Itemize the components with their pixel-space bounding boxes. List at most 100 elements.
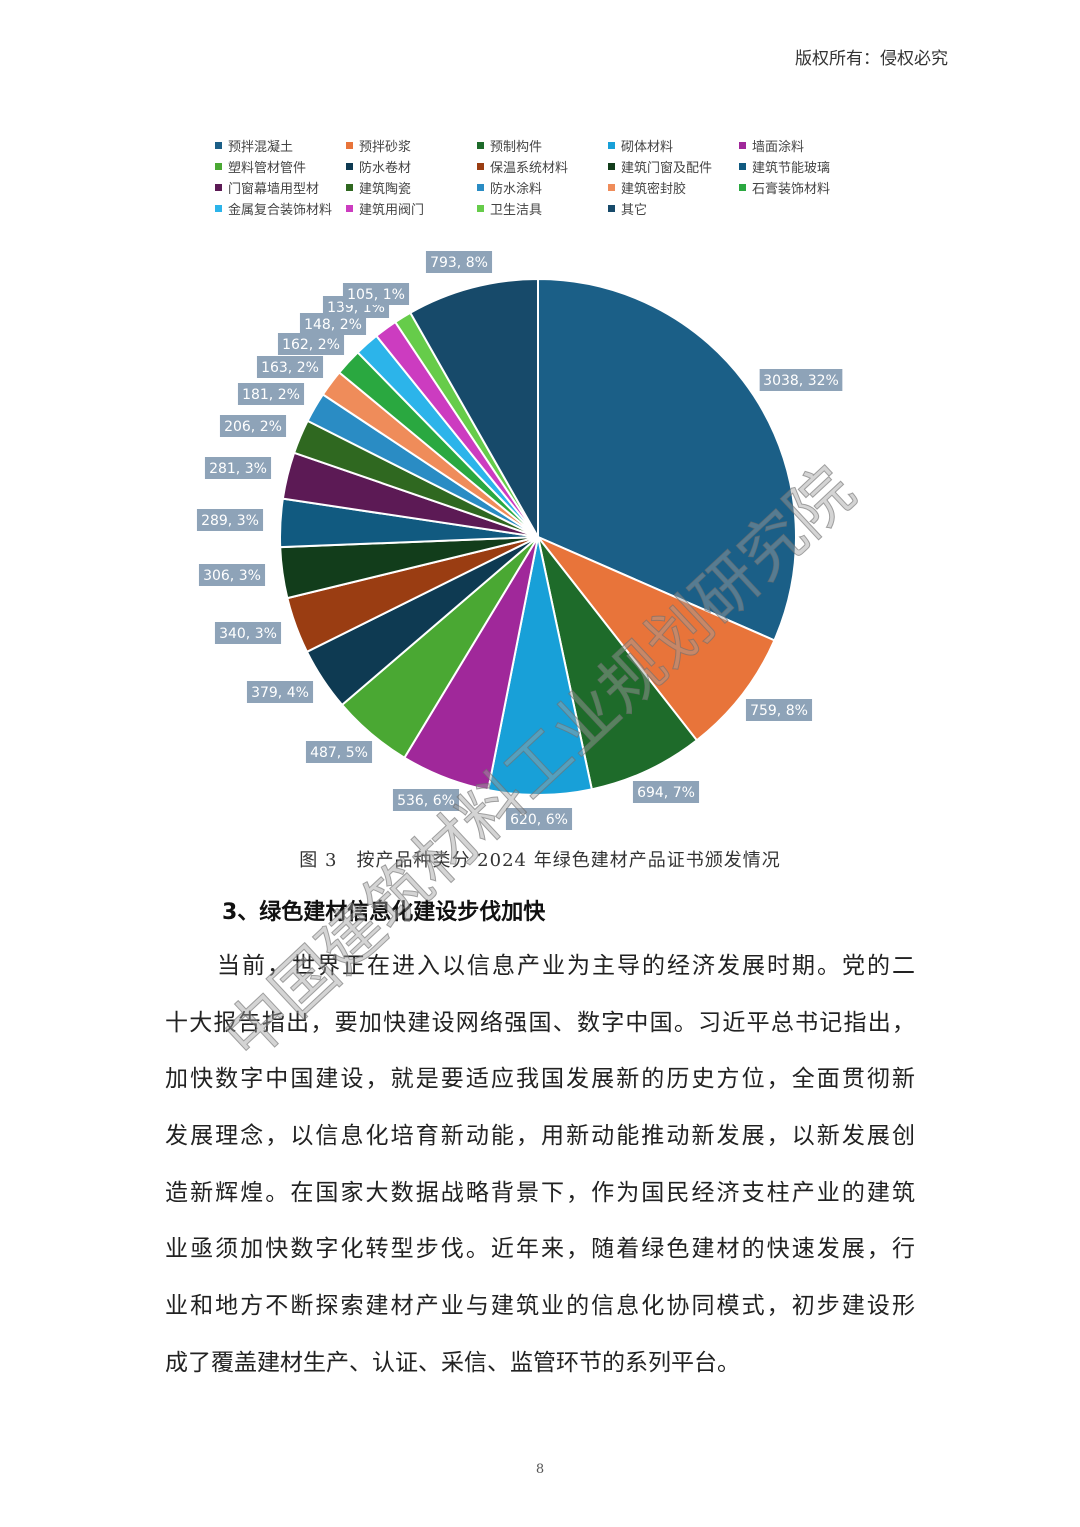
data-label: 536, 6% bbox=[392, 789, 460, 811]
data-label-text: 162, 2% bbox=[282, 337, 340, 353]
data-label: 181, 2% bbox=[237, 383, 305, 405]
data-label-text: 536, 6% bbox=[397, 793, 455, 809]
data-label-text: 487, 5% bbox=[310, 745, 368, 761]
figure-caption: 图 3 按产品种类分 2024 年绿色建材产品证书颁发情况 bbox=[299, 850, 781, 871]
legend-swatch bbox=[739, 162, 746, 170]
paragraph-line: 造新辉煌。在国家大数据战略背景下，作为国民经济支柱产业的建筑 bbox=[165, 1179, 915, 1206]
data-label: 163, 2% bbox=[256, 356, 324, 378]
data-label: 694, 7% bbox=[632, 781, 700, 803]
legend-label: 建筑密封胶 bbox=[621, 181, 687, 197]
legend-swatch bbox=[608, 162, 615, 170]
legend-item: 建筑节能玻璃 bbox=[739, 157, 859, 176]
legend-swatch bbox=[608, 141, 615, 149]
legend-label: 砌体材料 bbox=[621, 139, 674, 155]
legend-swatch bbox=[215, 204, 222, 212]
data-label: 379, 4% bbox=[246, 681, 314, 703]
data-label-box bbox=[196, 509, 264, 531]
legend-swatch bbox=[477, 204, 484, 212]
legend-item: 其它 bbox=[608, 199, 739, 218]
data-label: 162, 2% bbox=[277, 333, 345, 355]
data-label-text: 281, 3% bbox=[209, 461, 267, 477]
data-label: 148, 2% bbox=[299, 313, 367, 335]
data-label-box bbox=[204, 457, 272, 479]
legend-item: 建筑用阀门 bbox=[346, 199, 477, 218]
legend-swatch bbox=[739, 183, 746, 191]
data-label-box bbox=[342, 283, 410, 305]
legend-label: 预拌砂浆 bbox=[359, 139, 412, 155]
legend-label: 其它 bbox=[621, 202, 648, 218]
legend-label: 石膏装饰材料 bbox=[752, 181, 831, 197]
legend-item: 防水卷材 bbox=[346, 157, 477, 176]
data-label-box bbox=[277, 333, 345, 355]
legend-item: 建筑门窗及配件 bbox=[608, 157, 739, 176]
paragraph-line: 当前，世界正在进入以信息产业为主导的经济发展时期。党的二 bbox=[217, 953, 915, 979]
data-label-text: 105, 1% bbox=[347, 287, 405, 303]
legend-item: 建筑陶瓷 bbox=[346, 178, 477, 197]
data-label: 487, 5% bbox=[305, 741, 373, 763]
legend-label: 防水涂料 bbox=[490, 181, 543, 197]
pie-slice bbox=[408, 277, 539, 541]
data-label-box bbox=[256, 356, 324, 378]
data-label-text: 306, 3% bbox=[203, 568, 261, 584]
legend-item: 门窗幕墙用型材 bbox=[215, 178, 346, 197]
body-paragraph: 当前，世界正在进入以信息产业为主导的经济发展时期。党的二 十大报告指出，要加快建设… bbox=[165, 948, 915, 1402]
legend-label: 卫生洁具 bbox=[490, 202, 543, 218]
data-label-box bbox=[505, 808, 573, 830]
legend-swatch bbox=[477, 162, 484, 170]
legend-label: 保温系统材料 bbox=[490, 160, 569, 176]
data-label-text: 148, 2% bbox=[304, 317, 362, 333]
legend-label: 防水卷材 bbox=[359, 160, 412, 176]
legend-item: 卫生洁具 bbox=[477, 199, 608, 218]
legend-swatch bbox=[346, 162, 353, 170]
data-label-box bbox=[237, 383, 305, 405]
section-heading: 3、绿色建材信息化建设步伐加快 bbox=[222, 900, 546, 925]
paragraph-line: 发展理念，以信息化培育新动能，用新动能推动新发展，以新发展创 bbox=[165, 1123, 915, 1150]
pie-slice bbox=[537, 536, 699, 791]
legend-label: 建筑陶瓷 bbox=[359, 181, 412, 197]
legend-item: 墙面涂料 bbox=[739, 136, 859, 155]
data-label-box bbox=[392, 789, 460, 811]
legend-swatch bbox=[346, 204, 353, 212]
copyright-header: 版权所有：侵权必究 bbox=[795, 49, 948, 69]
legend-item: 预制构件 bbox=[477, 136, 608, 155]
data-label-text: 3038, 32% bbox=[763, 373, 839, 389]
data-label: 793, 8% bbox=[425, 251, 493, 273]
data-label-text: 340, 3% bbox=[219, 626, 277, 642]
paragraph-line: 成了覆盖建材生产、认证、采信、监管环节的系列平台。 bbox=[165, 1349, 740, 1376]
data-label-box bbox=[246, 681, 314, 703]
legend-item: 防水涂料 bbox=[477, 178, 608, 197]
data-label-box bbox=[214, 622, 282, 644]
paragraph-line: 业和地方不断探索建材产业与建筑业的信息化协同模式，初步建设形 bbox=[165, 1293, 915, 1320]
data-label: 340, 3% bbox=[214, 622, 282, 644]
data-label: 759, 8% bbox=[745, 699, 813, 721]
data-label-box bbox=[759, 369, 843, 391]
legend-label: 墙面涂料 bbox=[752, 139, 805, 155]
data-label-box bbox=[219, 415, 287, 437]
legend-item: 保温系统材料 bbox=[477, 157, 608, 176]
data-label-text: 163, 2% bbox=[261, 360, 319, 376]
data-label: 105, 1% bbox=[342, 283, 410, 305]
legend-swatch bbox=[215, 162, 222, 170]
legend-swatch bbox=[608, 183, 615, 191]
data-label-text: 289, 3% bbox=[201, 513, 259, 529]
legend-swatch bbox=[215, 141, 222, 149]
legend-swatch bbox=[477, 141, 484, 149]
data-label: 306, 3% bbox=[198, 564, 266, 586]
pie-chart: 3038, 32% 759, 8% 694, 7% 620, 6% 536, 6% 487… bbox=[196, 251, 843, 830]
data-label-text: 793, 8% bbox=[430, 255, 488, 271]
pie-slice bbox=[537, 536, 776, 742]
legend-label: 建筑门窗及配件 bbox=[621, 160, 713, 176]
legend-swatch bbox=[215, 183, 222, 191]
data-label-box bbox=[632, 781, 700, 803]
legend-item: 预拌砂浆 bbox=[346, 136, 477, 155]
page-number: 8 bbox=[535, 1462, 545, 1477]
legend-label: 建筑节能玻璃 bbox=[752, 160, 831, 176]
legend-item: 塑料管材管件 bbox=[215, 157, 346, 176]
legend-swatch bbox=[346, 141, 353, 149]
legend-item: 石膏装饰材料 bbox=[739, 178, 859, 197]
data-label-text: 759, 8% bbox=[750, 703, 808, 719]
legend-swatch bbox=[477, 183, 484, 191]
data-label-text: 620, 6% bbox=[510, 812, 568, 828]
legend-label: 塑料管材管件 bbox=[228, 160, 307, 176]
data-label-text: 181, 2% bbox=[242, 387, 300, 403]
